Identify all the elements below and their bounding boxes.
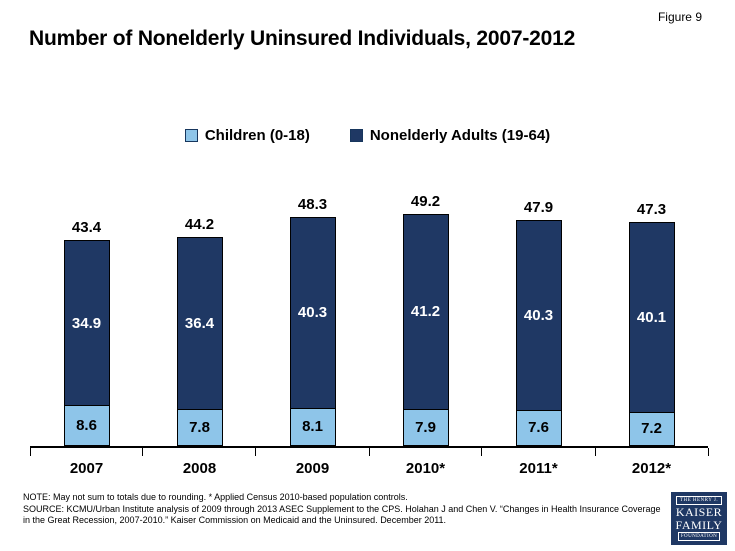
bar-segment-children: 7.8 [176, 409, 223, 446]
x-axis-tick-mark [481, 448, 483, 456]
legend-label: Children (0-18) [204, 127, 310, 144]
bar-total-label: 48.3 [297, 196, 328, 214]
logo-family: FAMILY [675, 517, 723, 532]
page-title: Number of Nonelderly Uninsured Individua… [29, 27, 576, 50]
x-axis-tick-label: 2010* [405, 460, 446, 477]
source-text: SOURCE: KCMU/Urban Institute analysis of… [23, 503, 661, 526]
x-axis-tick-mark [368, 448, 370, 456]
x-axis-tick-mark [29, 448, 31, 456]
x-axis-tick-label: 2011* [519, 460, 558, 477]
logo-kaiser: KAISER [675, 504, 723, 519]
x-axis-tick-mark [707, 448, 709, 456]
bar-group: 49.2 41.2 7.9 [369, 165, 482, 446]
plot-area: 43.4 34.9 8.6 44.2 36.4 7.8 48.3 40.3 8.1 49.2 41.… [29, 165, 709, 456]
bar-group: 47.3 40.1 7.2 [595, 165, 708, 446]
bar-segment-adults: 41.2 [402, 213, 449, 410]
bar-segment-children: 7.6 [515, 409, 562, 446]
bar-segment-children: 8.6 [63, 405, 110, 446]
bar-total-label: 43.4 [71, 219, 102, 237]
legend-label: Nonelderly Adults (19-64) [369, 127, 551, 144]
logo-bottom-line: FOUNDATION [677, 532, 721, 542]
figure-label: Figure 9 [657, 10, 702, 24]
note-text: NOTE: May not sum to totals due to round… [23, 492, 408, 502]
legend-swatch-icon [184, 129, 198, 142]
bar-total-label: 49.2 [410, 192, 441, 210]
bar-segment-adults: 40.3 [289, 217, 336, 409]
bar-segment-adults: 40.1 [628, 222, 675, 413]
bar-group: 47.9 40.3 7.6 [482, 165, 595, 446]
bar-segment-children: 7.9 [402, 408, 449, 446]
bar-segment-children: 7.2 [628, 411, 675, 446]
legend-swatch-icon [349, 129, 363, 142]
footnotes: NOTE: May not sum to totals due to round… [23, 492, 668, 527]
chart-legend: Children (0-18) Nonelderly Adults (19-64) [0, 127, 735, 144]
chart: 43.4 34.9 8.6 44.2 36.4 7.8 48.3 40.3 8.1 49.2 41.… [29, 165, 709, 456]
bar-total-label: 47.3 [636, 201, 667, 219]
x-axis-labels: 2007 2008 2009 2010* 2011* 2012* [30, 460, 708, 477]
x-axis-tick-mark [142, 448, 144, 456]
bar-total-label: 44.2 [184, 216, 215, 234]
x-axis-tick-label: 2012* [631, 460, 672, 477]
bar-segment-adults: 40.3 [515, 219, 562, 411]
logo-top-line: THE HENRY J. [675, 495, 723, 505]
bar-total-label: 47.9 [523, 198, 554, 216]
x-axis-tick-label: 2008 [182, 460, 217, 477]
legend-item: Children (0-18) [184, 127, 310, 144]
bar-group: 44.2 36.4 7.8 [143, 165, 256, 446]
bar-segment-children: 8.1 [289, 407, 336, 446]
x-axis-tick-label: 2007 [69, 460, 104, 477]
x-axis-tick-mark [594, 448, 596, 456]
x-axis-tick-mark [255, 448, 257, 456]
bar-group: 48.3 40.3 8.1 [256, 165, 369, 446]
bar-group: 43.4 34.9 8.6 [30, 165, 143, 446]
kaiser-family-foundation-logo: THE HENRY J. KAISER FAMILY FOUNDATION [671, 492, 727, 545]
legend-item: Nonelderly Adults (19-64) [349, 127, 551, 144]
bar-segment-adults: 36.4 [176, 237, 223, 410]
x-axis-tick-label: 2009 [295, 460, 330, 477]
bar-segment-adults: 34.9 [63, 240, 110, 407]
